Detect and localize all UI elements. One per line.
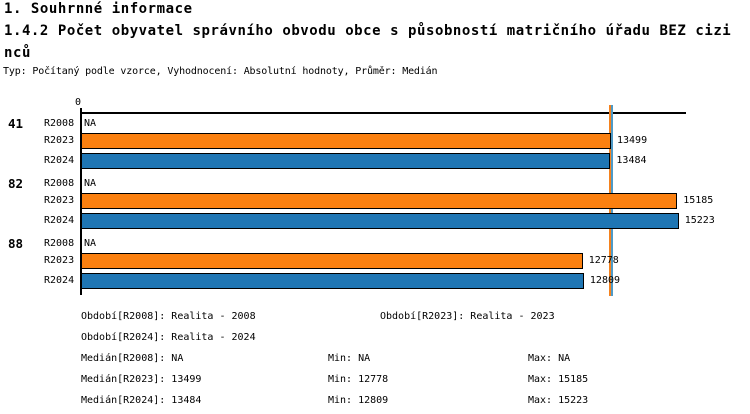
series-label-r2024-88: R2024 [44,275,75,286]
bar-value-label-r2023-82: 15185 [683,195,714,206]
bar-r2024-88 [81,273,584,289]
na-value-label-82: NA [84,178,97,189]
legend-median-r2008: Medián[R2008]: NA [81,353,184,364]
legend-median-r2023: Medián[R2023]: 13499 [81,374,202,385]
chart-meta: Typ: Počítaný podle vzorce, Vyhodnocení:… [3,66,438,77]
legend-max-r2023: Max: 15185 [528,374,589,385]
bar-r2023-88 [81,253,583,269]
section-title: 1. Souhrnné informace [4,1,193,17]
bar-value-label-r2024-41: 13484 [616,155,647,166]
series-label-r2008-82: R2008 [44,178,75,189]
bar-value-label-r2024-82: 15223 [684,215,715,226]
series-label-r2023-41: R2023 [44,135,75,146]
bar-r2024-82 [81,213,679,229]
legend-min-r2024: Min: 12809 [328,395,389,406]
series-label-r2023-88: R2023 [44,255,75,266]
legend-min-r2023: Min: 12778 [328,374,389,385]
bar-value-label-r2023-41: 13499 [617,135,648,146]
x-axis-line [81,112,686,114]
category-label-88: 88 [8,236,24,251]
legend-max-r2008: Max: NA [528,353,571,364]
legend-min-r2008: Min: NA [328,353,371,364]
legend-period-r2023: Období[R2023]: Realita - 2023 [380,311,555,322]
legend-max-r2024: Max: 15223 [528,395,589,406]
na-value-label-88: NA [84,238,97,249]
bar-r2024-41 [81,153,611,169]
x-axis-zero-label: 0 [75,97,82,108]
legend-period-r2008: Období[R2008]: Realita - 2008 [81,311,256,322]
bar-r2023-82 [81,193,678,209]
series-label-r2008-88: R2008 [44,238,75,249]
legend-period-r2024: Období[R2024]: Realita - 2024 [81,332,256,343]
bar-value-label-r2023-88: 12778 [588,255,619,266]
bar-r2023-41 [81,133,611,149]
legend-median-r2024: Medián[R2024]: 13484 [81,395,202,406]
chart-title-line1: 1.4.2 Počet obyvatel správního obvodu ob… [4,23,732,39]
bar-value-label-r2024-88: 12809 [589,275,621,286]
series-label-r2024-82: R2024 [44,215,75,226]
chart-title-line2: nců [4,45,31,61]
series-label-r2024-41: R2024 [44,155,75,166]
series-label-r2008-41: R2008 [44,118,75,129]
series-label-r2023-82: R2023 [44,195,75,206]
na-value-label-41: NA [84,118,97,129]
category-label-82: 82 [8,176,24,191]
category-label-41: 41 [8,116,24,131]
